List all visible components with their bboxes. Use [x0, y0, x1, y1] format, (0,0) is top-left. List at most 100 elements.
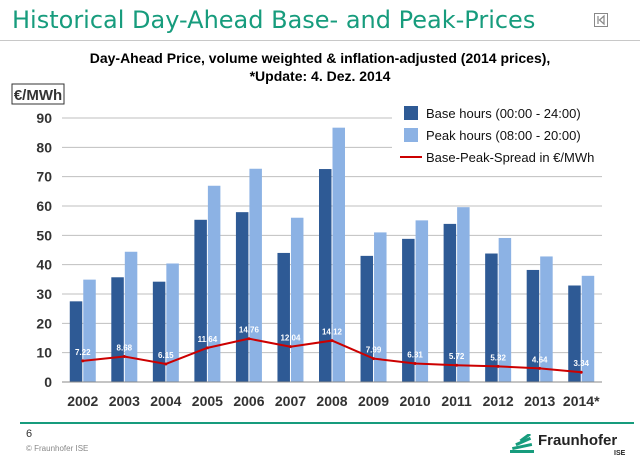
fraunhofer-logo: Fraunhofer ISE — [510, 432, 632, 460]
bar-peak-2006 — [249, 168, 262, 382]
legend-entry: Base hours (00:00 - 24:00) — [426, 106, 581, 121]
page-number: 6 — [26, 428, 33, 440]
spread-data-label: 11.64 — [198, 335, 218, 344]
bar-peak-2011 — [457, 207, 470, 382]
spread-data-label: 7.99 — [366, 346, 382, 355]
spread-point-2014* — [579, 370, 583, 374]
x-tick-label: 2010 — [399, 393, 430, 409]
spread-point-2003 — [122, 355, 126, 359]
x-tick-label: 2004 — [150, 393, 181, 409]
bar-base-2006 — [235, 212, 249, 382]
x-tick-label: 2006 — [233, 393, 264, 409]
spread-point-2011 — [455, 363, 459, 367]
bar-base-2007 — [277, 252, 290, 382]
slide-title: Historical Day-Ahead Base- and Peak-Pric… — [12, 6, 536, 34]
copyright-text: © Fraunhofer ISE — [26, 444, 89, 453]
spread-data-label: 7.22 — [75, 348, 91, 357]
bar-base-2002 — [69, 301, 83, 382]
y-tick-label: 50 — [36, 227, 52, 243]
spread-point-2008 — [330, 339, 334, 343]
bar-peak-2008 — [332, 127, 345, 383]
spread-data-label: 12.04 — [280, 334, 301, 343]
spread-data-label: 4.64 — [532, 355, 548, 364]
x-tick-label: 2012 — [483, 393, 514, 409]
spread-point-2002 — [81, 359, 85, 363]
day-ahead-price-chart: 7.22 8.68 6.15 11.64 14.76 12.04 14.12 7.99 6.31… — [11, 83, 604, 409]
x-tick-label: 2008 — [316, 393, 347, 409]
bar-peak-2014* — [581, 275, 595, 382]
x-tick-label: 2007 — [275, 393, 306, 409]
bar-base-2005 — [194, 219, 207, 382]
legend-entry: Base-Peak-Spread in €/MWh — [426, 150, 594, 165]
bar-peak-2012 — [498, 237, 512, 382]
footer-divider — [20, 422, 634, 424]
spread-data-label: 14.76 — [239, 326, 260, 335]
bars — [69, 127, 595, 383]
y-tick-label: 80 — [36, 139, 52, 155]
spread-data-label: 6.31 — [407, 350, 423, 359]
x-tick-label: 2005 — [192, 393, 223, 409]
y-tick-label: 90 — [36, 110, 52, 126]
x-tick-label: 2013 — [524, 393, 555, 409]
bar-peak-2010 — [415, 220, 429, 382]
spread-data-label: 8.68 — [117, 344, 133, 353]
grid-lines — [62, 117, 602, 354]
logo-text: Fraunhofer — [538, 432, 618, 449]
bar-base-2010 — [402, 238, 415, 382]
x-tick-label: 2003 — [109, 393, 140, 409]
bar-base-2004 — [152, 281, 166, 382]
spread-data-label: 5.32 — [490, 353, 506, 362]
bar-base-2014* — [568, 285, 581, 382]
logo-subtext: ISE — [614, 450, 626, 457]
legend-swatch — [404, 106, 418, 120]
bar-base-2012 — [485, 253, 498, 382]
x-tick-label: 2014* — [563, 393, 600, 409]
spread-point-2004 — [164, 362, 168, 366]
bar-base-2009 — [360, 255, 374, 382]
spread-data-label: 14.12 — [322, 328, 343, 337]
bar-peak-2007 — [290, 217, 304, 382]
bar-peak-2002 — [83, 279, 96, 382]
bar-peak-2013 — [540, 256, 553, 382]
fraunhofer-logo-icon — [510, 434, 534, 453]
bar-peak-2004 — [166, 263, 179, 382]
legend-swatch — [404, 128, 418, 142]
spread-point-2013 — [538, 366, 542, 370]
bar-base-2008 — [319, 169, 332, 382]
y-axis-label-text: €/MWh — [14, 87, 62, 104]
y-tick-label: 70 — [36, 169, 52, 185]
bar-peak-2005 — [207, 185, 221, 382]
legend-background — [392, 96, 604, 174]
slide-navigation-icon[interactable] — [594, 13, 608, 27]
bar-base-2003 — [111, 277, 124, 382]
x-tick-label: 2002 — [67, 393, 98, 409]
spread-point-2007 — [288, 345, 292, 349]
spread-point-2012 — [496, 364, 500, 368]
y-tick-label: 60 — [36, 198, 52, 214]
legend-entry: Peak hours (08:00 - 20:00) — [426, 128, 581, 143]
chart-title-line-2: *Update: 4. Dez. 2014 — [249, 68, 391, 84]
chart-title-line-1: Day-Ahead Price, volume weighted & infla… — [89, 50, 551, 66]
x-tick-label: 2009 — [358, 393, 389, 409]
y-tick-label: 10 — [36, 345, 52, 361]
y-axis-label: €/MWh — [11, 83, 65, 105]
spread-data-label: 6.15 — [158, 351, 174, 360]
y-tick-label: 0 — [44, 374, 52, 390]
spread-data-label: 3.34 — [573, 359, 589, 368]
bar-peak-2003 — [124, 251, 138, 382]
axes: 0 10 20 30 40 50 60 70 80 90 €/MWh 2002 2003 2004 2005… — [11, 83, 602, 409]
y-tick-label: 30 — [36, 286, 52, 302]
spread-point-2010 — [413, 361, 417, 365]
spread-data-label: 5.72 — [449, 352, 465, 361]
spread-point-2005 — [205, 346, 209, 350]
y-axis-label-box — [11, 83, 65, 105]
spread-line: 7.22 8.68 6.15 11.64 14.76 12.04 14.12 7.99 6.31… — [75, 326, 590, 374]
spread-point-2006 — [247, 337, 251, 341]
title-divider — [0, 40, 640, 41]
y-tick-label: 20 — [36, 315, 52, 331]
bar-base-2011 — [443, 223, 457, 382]
bar-peak-2009 — [374, 232, 387, 382]
bar-base-2013 — [526, 269, 540, 382]
y-tick-label: 40 — [36, 257, 52, 273]
legend: Base hours (00:00 - 24:00) Peak hours (08… — [392, 96, 604, 174]
